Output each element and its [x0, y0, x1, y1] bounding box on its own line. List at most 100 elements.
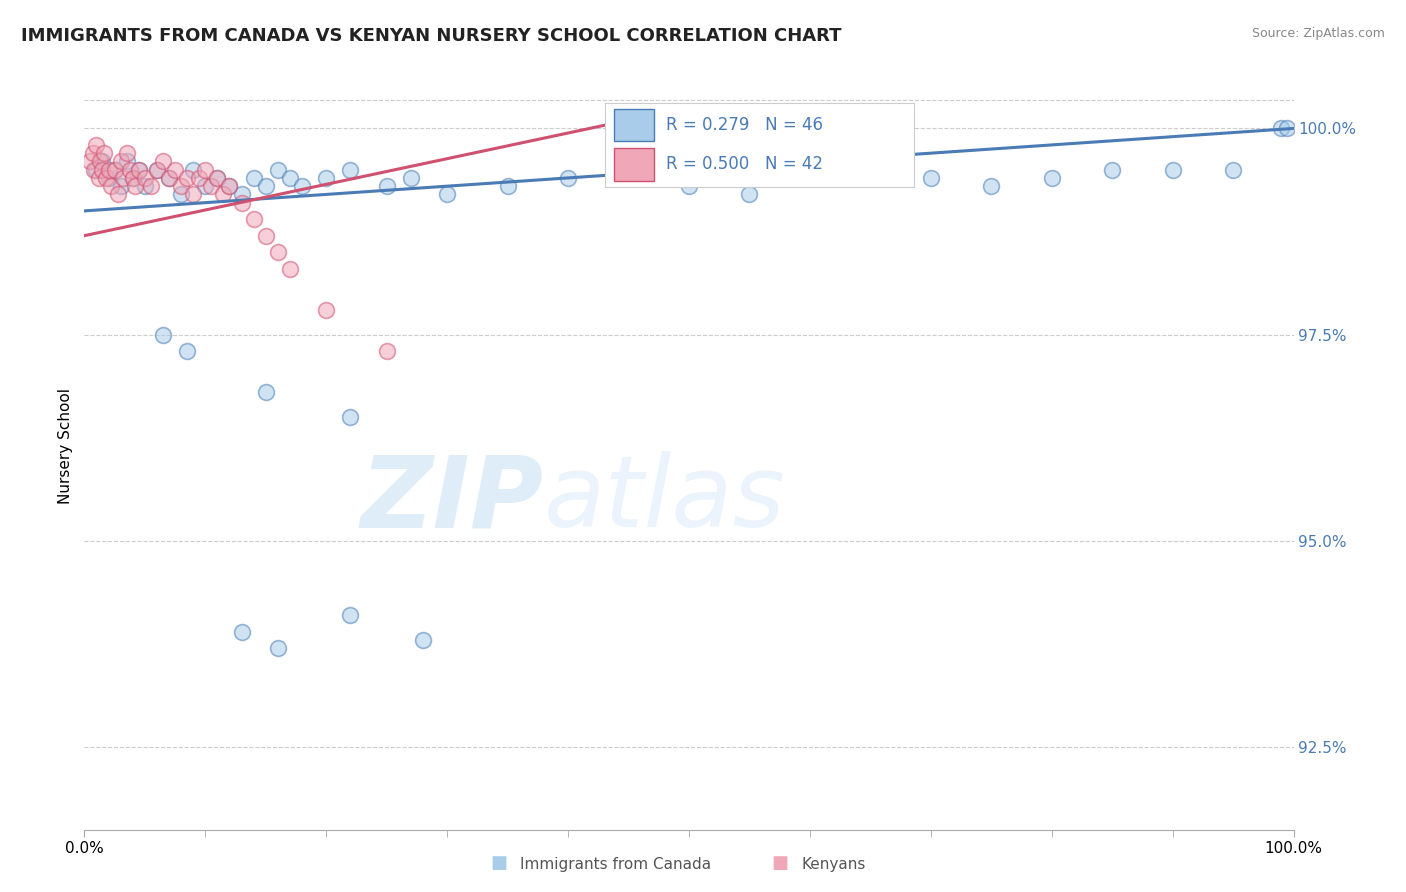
Point [128, 162, 150, 177]
Point [124, 179, 146, 194]
Point [86, 137, 108, 152]
Point [375, 179, 398, 194]
Point [120, 162, 142, 177]
Text: Immigrants from Canada: Immigrants from Canada [520, 857, 711, 872]
Point [291, 179, 314, 194]
Point [121, 170, 143, 185]
Point [82, 146, 104, 161]
Point [110, 179, 132, 194]
Text: ■: ■ [772, 855, 789, 872]
Text: Kenyans: Kenyans [801, 857, 866, 872]
Point [207, 170, 229, 185]
Point [104, 162, 127, 177]
Point [1222, 162, 1244, 177]
Point [1277, 121, 1299, 136]
Point [738, 187, 761, 202]
Point [170, 187, 193, 202]
Point [617, 162, 640, 177]
Text: ■: ■ [491, 855, 508, 872]
Point [170, 179, 193, 194]
Point [339, 608, 361, 623]
FancyBboxPatch shape [614, 148, 654, 180]
Point [115, 154, 138, 169]
Point [176, 170, 198, 185]
Point [200, 179, 222, 194]
Point [181, 187, 204, 202]
FancyBboxPatch shape [614, 109, 654, 141]
Point [128, 162, 150, 177]
Point [115, 146, 138, 161]
Point [157, 170, 180, 185]
Point [86, 162, 108, 177]
Text: R = 0.500   N = 42: R = 0.500 N = 42 [666, 155, 824, 173]
Point [278, 261, 301, 276]
Point [339, 410, 361, 425]
Point [678, 179, 700, 194]
Point [254, 228, 277, 243]
Point [1040, 170, 1063, 185]
Point [94, 170, 117, 185]
Text: atlas: atlas [544, 451, 786, 549]
Point [93, 146, 115, 161]
Point [107, 187, 129, 202]
Point [165, 162, 187, 177]
Point [176, 344, 198, 359]
Point [83, 162, 105, 177]
Point [112, 170, 135, 185]
Point [152, 327, 174, 342]
Point [1270, 121, 1292, 136]
Point [134, 170, 156, 185]
Point [278, 170, 301, 185]
Point [315, 302, 337, 317]
Point [89, 154, 111, 169]
Text: IMMIGRANTS FROM CANADA VS KENYAN NURSERY SCHOOL CORRELATION CHART: IMMIGRANTS FROM CANADA VS KENYAN NURSERY… [21, 27, 842, 45]
Point [254, 179, 277, 194]
Point [557, 170, 579, 185]
Point [436, 187, 458, 202]
Point [799, 170, 821, 185]
Point [231, 187, 253, 202]
Point [218, 179, 240, 194]
Point [181, 162, 204, 177]
Point [980, 179, 1002, 194]
Point [242, 170, 264, 185]
Point [375, 344, 398, 359]
Point [188, 170, 211, 185]
Point [152, 154, 174, 169]
Point [91, 162, 114, 177]
Point [1101, 162, 1123, 177]
Point [254, 385, 277, 400]
Point [97, 162, 120, 177]
Y-axis label: Nursery School: Nursery School [58, 388, 73, 504]
Point [231, 624, 253, 639]
Point [194, 162, 217, 177]
Point [267, 245, 290, 260]
Point [87, 170, 110, 185]
Point [146, 162, 169, 177]
Point [399, 170, 422, 185]
Point [146, 162, 169, 177]
Point [231, 195, 253, 210]
Point [859, 162, 882, 177]
Point [110, 154, 132, 169]
Point [100, 179, 122, 194]
Text: ZIP: ZIP [361, 451, 544, 549]
Point [194, 179, 217, 194]
Point [157, 170, 180, 185]
Point [212, 187, 235, 202]
Point [104, 162, 127, 177]
Point [267, 162, 290, 177]
Point [121, 170, 143, 185]
Point [91, 154, 114, 169]
Point [339, 162, 361, 177]
Point [134, 179, 156, 194]
Point [496, 179, 519, 194]
Text: Source: ZipAtlas.com: Source: ZipAtlas.com [1251, 27, 1385, 40]
Point [920, 170, 942, 185]
Point [315, 170, 337, 185]
Point [207, 170, 229, 185]
Point [218, 179, 240, 194]
Point [267, 641, 290, 656]
Point [242, 212, 264, 227]
Point [139, 179, 162, 194]
